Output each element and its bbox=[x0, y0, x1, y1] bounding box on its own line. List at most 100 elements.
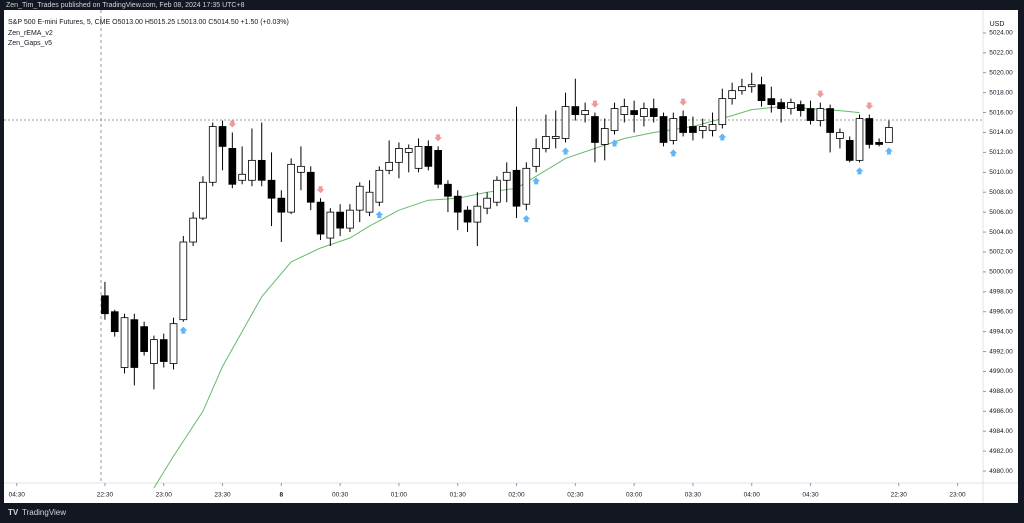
y-tick-label: 5000.00 bbox=[989, 269, 1013, 276]
candle-body bbox=[297, 165, 305, 173]
candle-body bbox=[306, 171, 315, 203]
candle-body bbox=[493, 179, 501, 203]
candle-body bbox=[738, 86, 746, 92]
y-tick-label: 5018.00 bbox=[989, 89, 1013, 96]
x-tick-label: 8 bbox=[280, 492, 284, 499]
candle-body bbox=[130, 319, 139, 368]
y-tick-label: 4994.00 bbox=[989, 328, 1013, 335]
candle-body bbox=[316, 201, 325, 235]
candle-body bbox=[591, 116, 599, 143]
candle-body bbox=[120, 317, 129, 368]
candle-body bbox=[287, 163, 295, 213]
y-tick-label: 5006.00 bbox=[989, 209, 1013, 216]
candle-body bbox=[718, 98, 727, 125]
y-tick-label: 5024.00 bbox=[989, 30, 1013, 37]
candle-body bbox=[698, 126, 707, 131]
buy-signal bbox=[610, 139, 619, 147]
y-tick-label: 5004.00 bbox=[989, 229, 1013, 236]
candle-body bbox=[385, 161, 393, 171]
candle-body bbox=[453, 195, 462, 213]
y-tick-label: 5012.00 bbox=[989, 149, 1013, 156]
candle-body bbox=[238, 173, 246, 181]
candle-body bbox=[395, 148, 403, 163]
x-tick-label: 03:30 bbox=[685, 492, 702, 499]
candle-body bbox=[228, 148, 237, 185]
buy-signal bbox=[884, 147, 893, 155]
y-tick-label: 4992.00 bbox=[989, 348, 1013, 355]
plot: 4980.00 4982.00 4984.00 4986.00 4988.00 4990.… bbox=[9, 30, 1014, 499]
candle-body bbox=[424, 146, 433, 167]
candle-body bbox=[689, 126, 697, 133]
y-tick-label: 5016.00 bbox=[989, 109, 1013, 116]
candle-body bbox=[101, 295, 109, 315]
candle-body bbox=[747, 84, 756, 88]
candle-body bbox=[845, 140, 854, 161]
y-tick-label: 4996.00 bbox=[989, 308, 1013, 315]
candle-body bbox=[444, 183, 452, 197]
candle-body bbox=[767, 98, 776, 105]
candle-body bbox=[581, 110, 589, 115]
x-tick-label: 02:00 bbox=[508, 492, 525, 499]
x-tick-label: 23:00 bbox=[949, 492, 966, 499]
currency-label: USD bbox=[990, 21, 1005, 28]
candle-body bbox=[836, 132, 844, 139]
candle-body bbox=[159, 339, 168, 362]
candle-body bbox=[875, 142, 883, 145]
y-tick-label: 5010.00 bbox=[989, 169, 1013, 176]
x-tick-label: 23:30 bbox=[214, 492, 231, 499]
candle-body bbox=[336, 211, 344, 229]
x-tick-label: 22:30 bbox=[97, 492, 114, 499]
candle-body bbox=[885, 127, 893, 143]
author-line: Zen_Tim_Trades published on TradingView.… bbox=[6, 2, 245, 9]
candle-body bbox=[855, 118, 864, 161]
candle-body bbox=[150, 339, 158, 364]
candle-body bbox=[199, 181, 207, 219]
candle-body bbox=[346, 209, 354, 229]
symbol-line: S&P 500 E-mini Futures, 5, CME O5013.00 … bbox=[8, 19, 289, 26]
candle-body bbox=[532, 148, 540, 167]
candle-body bbox=[620, 106, 629, 115]
candle-body bbox=[404, 148, 413, 153]
candle-body bbox=[434, 150, 442, 185]
chart-pane bbox=[4, 10, 1018, 503]
candle-body bbox=[787, 102, 795, 109]
candle-body bbox=[757, 84, 766, 102]
x-tick-label: 01:30 bbox=[450, 492, 467, 499]
candle-body bbox=[708, 124, 717, 131]
candle-body bbox=[865, 118, 874, 145]
candle-body bbox=[140, 326, 148, 352]
candle-body bbox=[571, 106, 580, 115]
y-tick-label: 4980.00 bbox=[989, 468, 1013, 475]
x-tick-label: 23:00 bbox=[156, 492, 173, 499]
candle-body bbox=[257, 159, 266, 181]
x-tick-label: 22:30 bbox=[891, 492, 908, 499]
sell-signal bbox=[816, 90, 825, 98]
candle-body bbox=[777, 102, 785, 109]
buy-signal bbox=[179, 326, 188, 334]
buy-signal bbox=[532, 177, 541, 185]
x-tick-label: 04:00 bbox=[744, 492, 761, 499]
indicator-label: Zen_rEMA_v2 bbox=[8, 30, 53, 37]
x-tick-label: 02:30 bbox=[567, 492, 584, 499]
indicator-label: Zen_Gaps_v5 bbox=[8, 40, 52, 47]
sell-signal bbox=[434, 134, 443, 142]
y-tick-label: 4986.00 bbox=[989, 408, 1013, 415]
candle-body bbox=[326, 211, 335, 239]
buy-signal bbox=[561, 147, 570, 155]
x-tick-label: 00:30 bbox=[332, 492, 349, 499]
buy-signal bbox=[375, 211, 384, 219]
candle-body bbox=[551, 136, 560, 139]
y-tick-label: 5014.00 bbox=[989, 129, 1013, 136]
y-tick-label: 4988.00 bbox=[989, 388, 1013, 395]
sell-signal bbox=[228, 120, 237, 128]
sell-signal bbox=[590, 100, 599, 108]
candle-body bbox=[375, 169, 384, 203]
candle-body bbox=[169, 323, 178, 364]
candle-body bbox=[267, 179, 276, 199]
y-tick-label: 4984.00 bbox=[989, 428, 1013, 435]
candle-body bbox=[502, 171, 511, 181]
candle-body bbox=[277, 197, 286, 213]
y-tick-label: 4998.00 bbox=[989, 289, 1013, 296]
candle-body bbox=[806, 108, 815, 121]
